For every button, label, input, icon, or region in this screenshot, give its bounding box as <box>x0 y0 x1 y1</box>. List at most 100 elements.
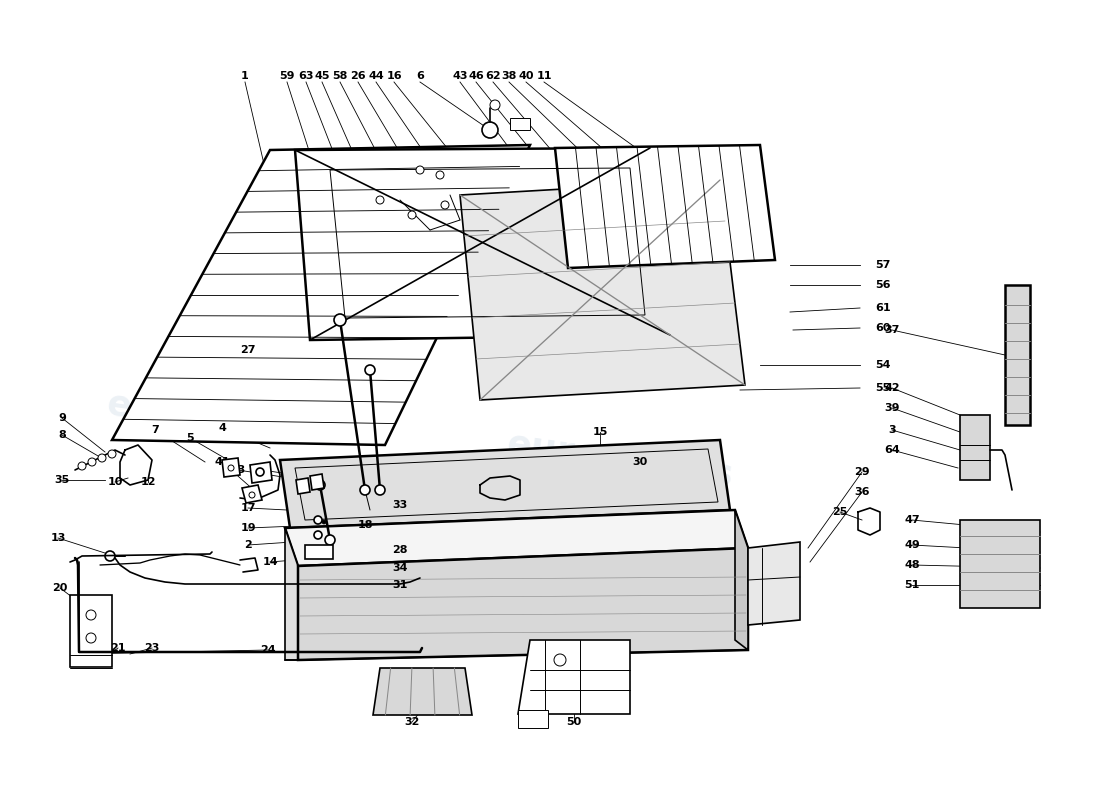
Text: 19: 19 <box>240 523 256 533</box>
Text: 18: 18 <box>358 520 373 530</box>
Text: +: + <box>601 670 609 680</box>
Circle shape <box>249 492 255 498</box>
Polygon shape <box>296 478 310 494</box>
Circle shape <box>554 654 566 666</box>
Circle shape <box>324 535 336 545</box>
Text: 55: 55 <box>874 383 890 393</box>
Text: 51: 51 <box>904 580 920 590</box>
Text: 40: 40 <box>518 71 534 81</box>
Text: 43: 43 <box>452 71 468 81</box>
Text: 62: 62 <box>485 71 501 81</box>
Circle shape <box>436 171 444 179</box>
Text: 2: 2 <box>244 540 252 550</box>
Text: 10: 10 <box>108 477 123 487</box>
Circle shape <box>86 633 96 643</box>
Text: 15: 15 <box>592 427 607 437</box>
Polygon shape <box>242 485 262 503</box>
Circle shape <box>360 485 370 495</box>
Text: 26: 26 <box>350 71 366 81</box>
Text: 7: 7 <box>151 425 158 435</box>
Circle shape <box>334 314 346 326</box>
Text: 60: 60 <box>874 323 891 333</box>
Text: 34: 34 <box>393 563 408 573</box>
Text: 56: 56 <box>874 280 891 290</box>
Circle shape <box>88 458 96 466</box>
Polygon shape <box>250 462 272 483</box>
Text: 49: 49 <box>904 540 920 550</box>
Text: 38: 38 <box>502 71 517 81</box>
Text: 3: 3 <box>888 425 895 435</box>
Circle shape <box>78 462 86 470</box>
Polygon shape <box>960 415 990 480</box>
Text: 16: 16 <box>386 71 402 81</box>
Text: 54: 54 <box>874 360 891 370</box>
Bar <box>518 710 548 728</box>
Text: 39: 39 <box>884 403 900 413</box>
Text: 37: 37 <box>884 325 900 335</box>
Text: 6: 6 <box>416 71 424 81</box>
Circle shape <box>228 465 234 471</box>
Polygon shape <box>295 148 670 340</box>
Text: 27: 27 <box>240 345 255 355</box>
Text: 59: 59 <box>279 71 295 81</box>
Text: 32: 32 <box>405 717 420 727</box>
Polygon shape <box>518 640 630 714</box>
Polygon shape <box>285 510 748 566</box>
Bar <box>70 595 112 667</box>
Polygon shape <box>748 542 800 625</box>
Circle shape <box>314 531 322 539</box>
Circle shape <box>441 201 449 209</box>
Text: 45: 45 <box>315 71 330 81</box>
Circle shape <box>256 468 264 476</box>
Text: 22: 22 <box>82 643 98 653</box>
Text: 52: 52 <box>254 465 270 475</box>
Text: 44: 44 <box>368 71 384 81</box>
Text: 61: 61 <box>874 303 891 313</box>
Text: 8: 8 <box>58 430 66 440</box>
Text: 47: 47 <box>904 515 920 525</box>
Text: 5: 5 <box>186 433 194 443</box>
Circle shape <box>315 480 324 490</box>
Polygon shape <box>735 510 748 650</box>
Circle shape <box>322 520 326 524</box>
Circle shape <box>416 166 424 174</box>
Text: 35: 35 <box>54 475 69 485</box>
Text: 14: 14 <box>262 557 278 567</box>
Circle shape <box>375 485 385 495</box>
Text: 30: 30 <box>632 457 648 467</box>
Text: 24: 24 <box>261 645 276 655</box>
Polygon shape <box>1005 285 1030 425</box>
Circle shape <box>86 610 96 620</box>
Polygon shape <box>556 145 776 268</box>
Polygon shape <box>460 180 745 400</box>
Text: 28: 28 <box>393 545 408 555</box>
Text: 53: 53 <box>230 465 245 475</box>
Text: 20: 20 <box>53 583 68 593</box>
Text: 36: 36 <box>855 487 870 497</box>
Text: eurospares: eurospares <box>505 427 736 493</box>
Circle shape <box>104 551 116 561</box>
Text: 23: 23 <box>144 643 159 653</box>
Text: 33: 33 <box>393 500 408 510</box>
Text: 11: 11 <box>537 71 552 81</box>
Circle shape <box>314 516 322 524</box>
Polygon shape <box>112 145 530 445</box>
Text: 63: 63 <box>298 71 314 81</box>
Text: 13: 13 <box>51 533 66 543</box>
Bar <box>510 118 530 130</box>
Text: 4: 4 <box>218 423 226 433</box>
Text: 12: 12 <box>141 477 156 487</box>
Circle shape <box>490 100 500 110</box>
Text: 41: 41 <box>214 457 230 467</box>
Circle shape <box>365 365 375 375</box>
Circle shape <box>408 211 416 219</box>
Text: 17: 17 <box>240 503 255 513</box>
Circle shape <box>108 450 115 458</box>
Text: 21: 21 <box>110 643 125 653</box>
Text: 64: 64 <box>884 445 900 455</box>
Text: 50: 50 <box>566 717 582 727</box>
Text: 46: 46 <box>469 71 484 81</box>
Text: 1: 1 <box>241 71 249 81</box>
Polygon shape <box>298 548 748 660</box>
Text: 25: 25 <box>833 507 848 517</box>
